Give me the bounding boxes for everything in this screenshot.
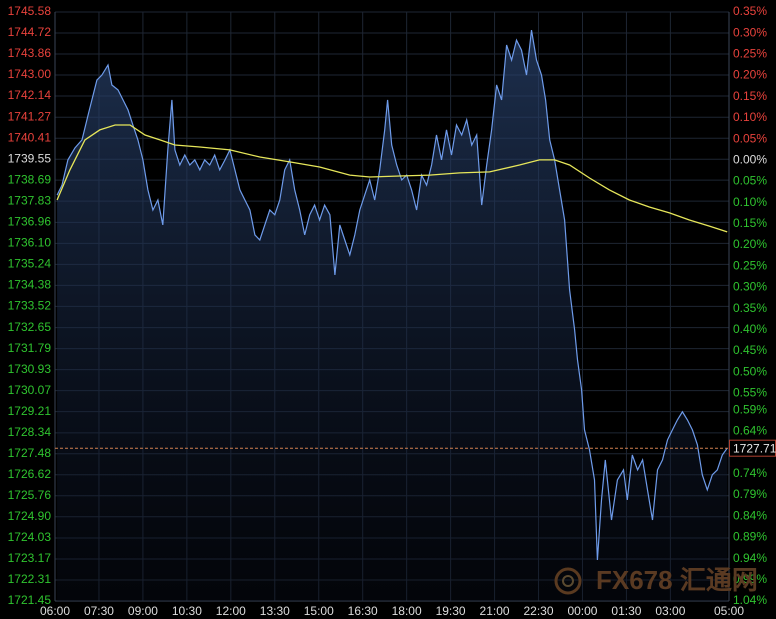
y2-tick-label: 0.79% (733, 487, 767, 501)
y-tick-label: 1729.21 (8, 404, 52, 418)
y2-tick-label: 0.20% (733, 68, 767, 82)
y2-tick-label: 0.94% (733, 551, 767, 565)
y2-tick-label: 0.25% (733, 47, 767, 61)
x-tick-label: 15:00 (304, 604, 334, 618)
y2-tick-label: 0.99% (733, 572, 767, 586)
y-tick-label: 1724.90 (8, 509, 52, 523)
y2-tick-label: 0.84% (733, 508, 767, 522)
y-tick-label: 1728.34 (8, 425, 52, 439)
y2-tick-label: 0.30% (733, 25, 767, 39)
y2-tick-label: 0.35% (733, 4, 767, 18)
y2-tick-label: 0.15% (733, 216, 767, 230)
y2-tick-label: 0.15% (733, 89, 767, 103)
x-tick-label: 01:30 (611, 604, 641, 618)
y2-tick-label: 0.20% (733, 237, 767, 251)
y-tick-label: 1726.62 (8, 467, 52, 481)
y-tick-label: 1736.10 (8, 236, 52, 250)
x-tick-label: 07:30 (84, 604, 114, 618)
y-tick-label: 1733.52 (8, 299, 52, 313)
y-tick-label: 1743.86 (8, 46, 52, 60)
y2-tick-label: 0.45% (733, 343, 767, 357)
moving-average-line (56, 124, 728, 233)
x-tick-label: 22:30 (524, 604, 554, 618)
y-tick-label: 1737.83 (8, 193, 52, 207)
x-tick-label: 10:30 (172, 604, 202, 618)
y2-tick-label: 0.50% (733, 364, 767, 378)
y-tick-label: 1735.24 (8, 257, 52, 271)
y2-tick-label: 0.10% (733, 110, 767, 124)
x-tick-label: 16:30 (348, 604, 378, 618)
y-tick-label: 1743.00 (8, 67, 52, 81)
y-tick-label: 1730.07 (8, 383, 52, 397)
y2-tick-label: 0.40% (733, 322, 767, 336)
y-tick-label: 1742.14 (8, 88, 52, 102)
y-tick-label: 1730.93 (8, 362, 52, 376)
y-tick-label: 1740.41 (8, 130, 52, 144)
y2-tick-label: 0.35% (733, 301, 767, 315)
y-tick-label: 1741.27 (8, 109, 52, 123)
y-tick-label: 1724.03 (8, 530, 52, 544)
x-tick-label: 18:00 (392, 604, 422, 618)
y2-tick-label: 0.05% (733, 174, 767, 188)
price-area (57, 30, 728, 602)
y-tick-label: 1725.76 (8, 488, 52, 502)
y2-tick-label: 1.04% (733, 593, 767, 607)
y-tick-label: 1736.96 (8, 215, 52, 229)
y2-tick-label: 0.30% (733, 280, 767, 294)
y2-tick-label: 0.25% (733, 258, 767, 272)
y-tick-label: 1739.55 (8, 151, 52, 165)
y2-tick-label: 0.59% (733, 402, 767, 416)
y-tick-label: 1734.38 (8, 278, 52, 292)
last-price-label: 1727.71 (733, 441, 776, 455)
y-tick-label: 1723.17 (8, 551, 52, 565)
y-tick-label: 1721.45 (8, 593, 52, 607)
y-tick-label: 1727.48 (8, 446, 52, 460)
y2-tick-label: 0.55% (733, 386, 767, 400)
x-tick-label: 19:30 (436, 604, 466, 618)
watermark: FX678 汇通网 (596, 565, 758, 595)
x-tick-label: 00:00 (567, 604, 597, 618)
price-line (56, 30, 728, 561)
y-tick-label: 1722.31 (8, 572, 52, 586)
x-tick-label: 13:30 (260, 604, 290, 618)
x-tick-label: 03:00 (655, 604, 685, 618)
y-tick-label: 1745.58 (8, 4, 52, 18)
x-tick-label: 21:00 (480, 604, 510, 618)
y2-tick-label: 0.05% (733, 131, 767, 145)
y-tick-label: 1738.69 (8, 172, 52, 186)
y-tick-label: 1732.65 (8, 320, 52, 334)
y2-tick-label: 0.64% (733, 424, 767, 438)
y2-tick-label: 0.00% (733, 152, 767, 166)
y2-tick-label: 0.10% (733, 195, 767, 209)
y-tick-label: 1744.72 (8, 25, 52, 39)
y2-tick-label: 0.74% (733, 466, 767, 480)
x-tick-label: 05:00 (714, 604, 744, 618)
y-tick-label: 1731.79 (8, 341, 52, 355)
x-tick-label: 12:00 (216, 604, 246, 618)
y2-tick-label: 0.89% (733, 530, 767, 544)
x-tick-label: 06:00 (40, 604, 70, 618)
watermark-logo (554, 567, 582, 595)
x-tick-label: 09:00 (128, 604, 158, 618)
